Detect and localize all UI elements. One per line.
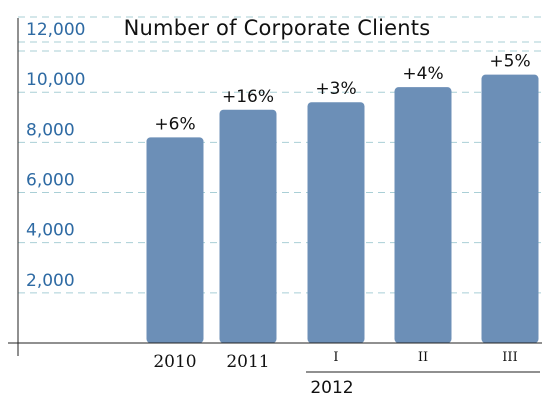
y-tick-label: 10,000	[26, 70, 85, 90]
x-tick-label: I	[333, 350, 338, 365]
y-tick-label: 2,000	[26, 271, 75, 291]
y-tick-label: 4,000	[26, 221, 75, 241]
data-label: +6%	[154, 114, 195, 134]
y-tick-label: 6,000	[26, 171, 75, 191]
data-label: +5%	[489, 52, 530, 72]
chart-title: Number of Corporate Clients	[123, 16, 431, 40]
data-label: +16%	[222, 87, 274, 107]
x-tick-label: III	[502, 350, 517, 365]
bar-I	[307, 102, 365, 344]
data-label: +3%	[315, 79, 356, 99]
y-tick-label: 8,000	[26, 120, 75, 140]
bar-2010	[146, 137, 204, 343]
x-tick-label: 2011	[226, 352, 269, 372]
bar-III	[481, 74, 539, 344]
x-tick-label: 2010	[153, 352, 196, 372]
y-tick-label: 12,000	[26, 20, 85, 40]
data-label: +4%	[402, 64, 443, 84]
bar-II	[394, 87, 452, 344]
bar-2011	[219, 109, 277, 343]
group-label: 2012	[310, 378, 353, 398]
x-tick-label: II	[418, 350, 428, 365]
